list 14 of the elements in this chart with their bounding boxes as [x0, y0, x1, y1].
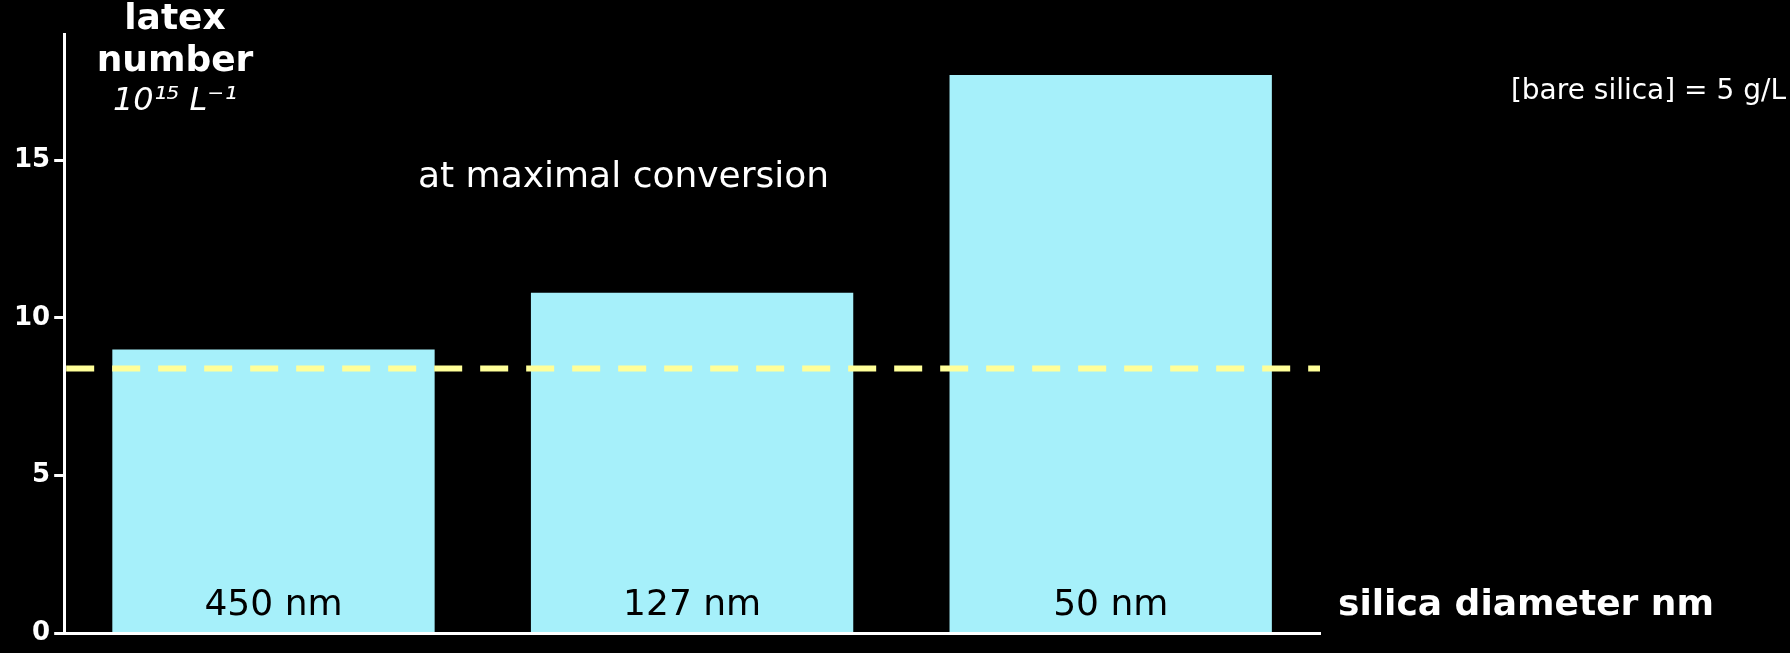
y-tick-label: 5	[32, 458, 51, 489]
y-axis-title: latex number 10¹⁵ L⁻¹	[96, 0, 254, 119]
bar	[530, 292, 854, 632]
x-tick-label: 50 nm	[1053, 581, 1169, 623]
x-tick-label: 450 nm	[204, 581, 343, 623]
y-tick-label: 15	[13, 142, 51, 173]
bar	[949, 75, 1272, 632]
annotation: at maximal conversion	[418, 154, 830, 196]
y-tick-label: 0	[32, 616, 51, 647]
bar	[112, 349, 435, 632]
x-axis-title: silica diameter nm	[1338, 581, 1714, 623]
x-tick-label: 127 nm	[623, 581, 762, 623]
text: [bare silica] = 5 g/L	[1510, 73, 1787, 107]
y-tick-label: 10	[13, 300, 51, 331]
